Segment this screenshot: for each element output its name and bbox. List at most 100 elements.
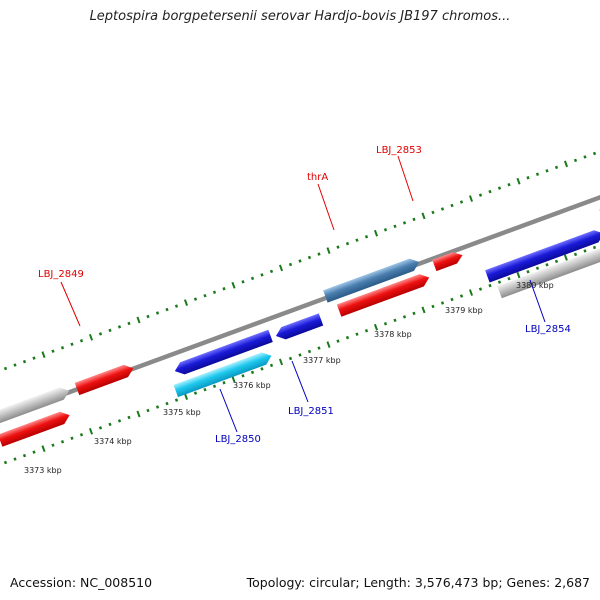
upper-tick [117,325,122,329]
lower-tick [146,408,150,413]
gene-arrow-lbj-2853[interactable] [432,249,464,272]
upper-tick [41,351,46,359]
upper-tick [165,307,169,312]
upper-tick [203,293,207,298]
inner-gene-track [0,227,600,447]
upper-tick [583,155,587,159]
upper-tick [507,182,511,187]
lower-tick [117,419,122,423]
lower-tick [526,270,530,274]
upper-tick [79,339,84,343]
lower-tick [373,323,379,331]
lower-tick [478,287,483,291]
gene-arrow-lbj-2851[interactable] [274,313,324,342]
kbp-label: 3373 kbp [24,466,62,475]
genome-summary-text: Topology: circular; Length: 3,576,473 bp… [246,575,590,590]
lower-tick [32,450,36,454]
upper-tick [402,221,407,225]
gene-arrow-red[interactable] [0,409,72,447]
lower-tick [250,370,255,375]
lower-tick-track [3,245,597,465]
upper-tick [373,229,379,237]
kbp-label: 3375 kbp [163,408,201,417]
lower-tick [554,259,559,264]
gene-label-lbj-2849[interactable]: LBJ_2849 [38,269,84,280]
lower-tick [592,245,597,250]
upper-tick-track [3,151,597,371]
kbp-label: 3380 kbp [516,281,554,290]
upper-tick [355,238,359,242]
upper-tick [554,165,559,170]
lower-tick [108,422,112,427]
upper-tick [146,314,150,319]
gene-arrow-blue[interactable] [485,227,600,283]
kbp-label: 3379 kbp [445,306,483,315]
lower-tick [13,457,17,461]
upper-tick [98,332,103,336]
upper-tick [155,311,160,315]
lower-tick [488,283,492,288]
upper-tick [393,224,397,229]
gene-label-thra[interactable]: thrA [307,172,328,183]
gene-label-lbj-2853[interactable]: LBJ_2853 [376,145,422,156]
lower-tick [497,280,502,284]
upper-tick [516,177,521,185]
upper-tick [212,290,217,294]
kbp-label: 3378 kbp [374,330,412,339]
leader-lbj-2851 [291,360,309,403]
gene-label-lbj-2851[interactable]: LBJ_2851 [288,406,334,417]
gene-label-lbj-2854[interactable]: LBJ_2854 [525,324,571,335]
lower-tick [383,322,388,326]
kbp-scale: 3373 kbp 3374 kbp 3375 kbp 3376 kbp 3377… [24,281,554,475]
upper-tick [269,269,274,274]
upper-tick [450,203,454,208]
lower-tick [278,358,284,366]
lower-tick [203,387,207,392]
upper-tick [22,359,27,364]
lower-tick [136,410,141,418]
lower-tick [183,393,189,400]
upper-tick [317,252,321,256]
lower-tick [3,460,8,465]
upper-tick [32,356,36,360]
upper-tick [174,304,179,308]
lower-tick [51,443,55,447]
lower-tick [155,405,160,409]
upper-tick [478,193,483,197]
gene-label-lbj-2850[interactable]: LBJ_2850 [215,434,261,445]
upper-tick [307,255,312,260]
lower-tick [98,426,103,430]
upper-tick [183,299,189,306]
upper-tick [526,176,530,180]
lower-tick [402,315,407,319]
gene-arrow-red[interactable] [336,271,432,317]
lower-tick [307,349,312,354]
label-leaders [60,155,546,433]
lower-tick [440,301,445,305]
kbp-label: 3377 kbp [303,356,341,365]
gene-arrow-red[interactable] [74,362,136,396]
lower-tick [421,306,426,314]
lower-tick [22,453,27,458]
upper-tick [231,281,236,289]
accession-text: Accession: NC_008510 [10,575,153,590]
lower-tick [345,335,350,340]
lower-tick [516,271,521,279]
lower-tick [412,311,416,316]
gene-arrow-thra[interactable] [323,256,421,303]
lower-tick [41,445,46,453]
gene-arrow-lbj-2850[interactable] [173,350,274,398]
upper-tick [3,366,8,371]
gene-arrow-gray[interactable] [0,385,71,426]
gene-arrow-lbj-2854[interactable] [497,243,600,299]
gene-arrow-blue[interactable] [173,329,273,377]
lower-tick [127,415,131,420]
lower-tick [507,276,511,281]
leader-lbj-2853 [397,155,414,202]
upper-tick [222,287,226,291]
lower-tick [241,374,245,378]
map-title: Leptospira borgpetersenii serovar Hardjo… [89,9,511,24]
upper-tick [440,207,445,211]
